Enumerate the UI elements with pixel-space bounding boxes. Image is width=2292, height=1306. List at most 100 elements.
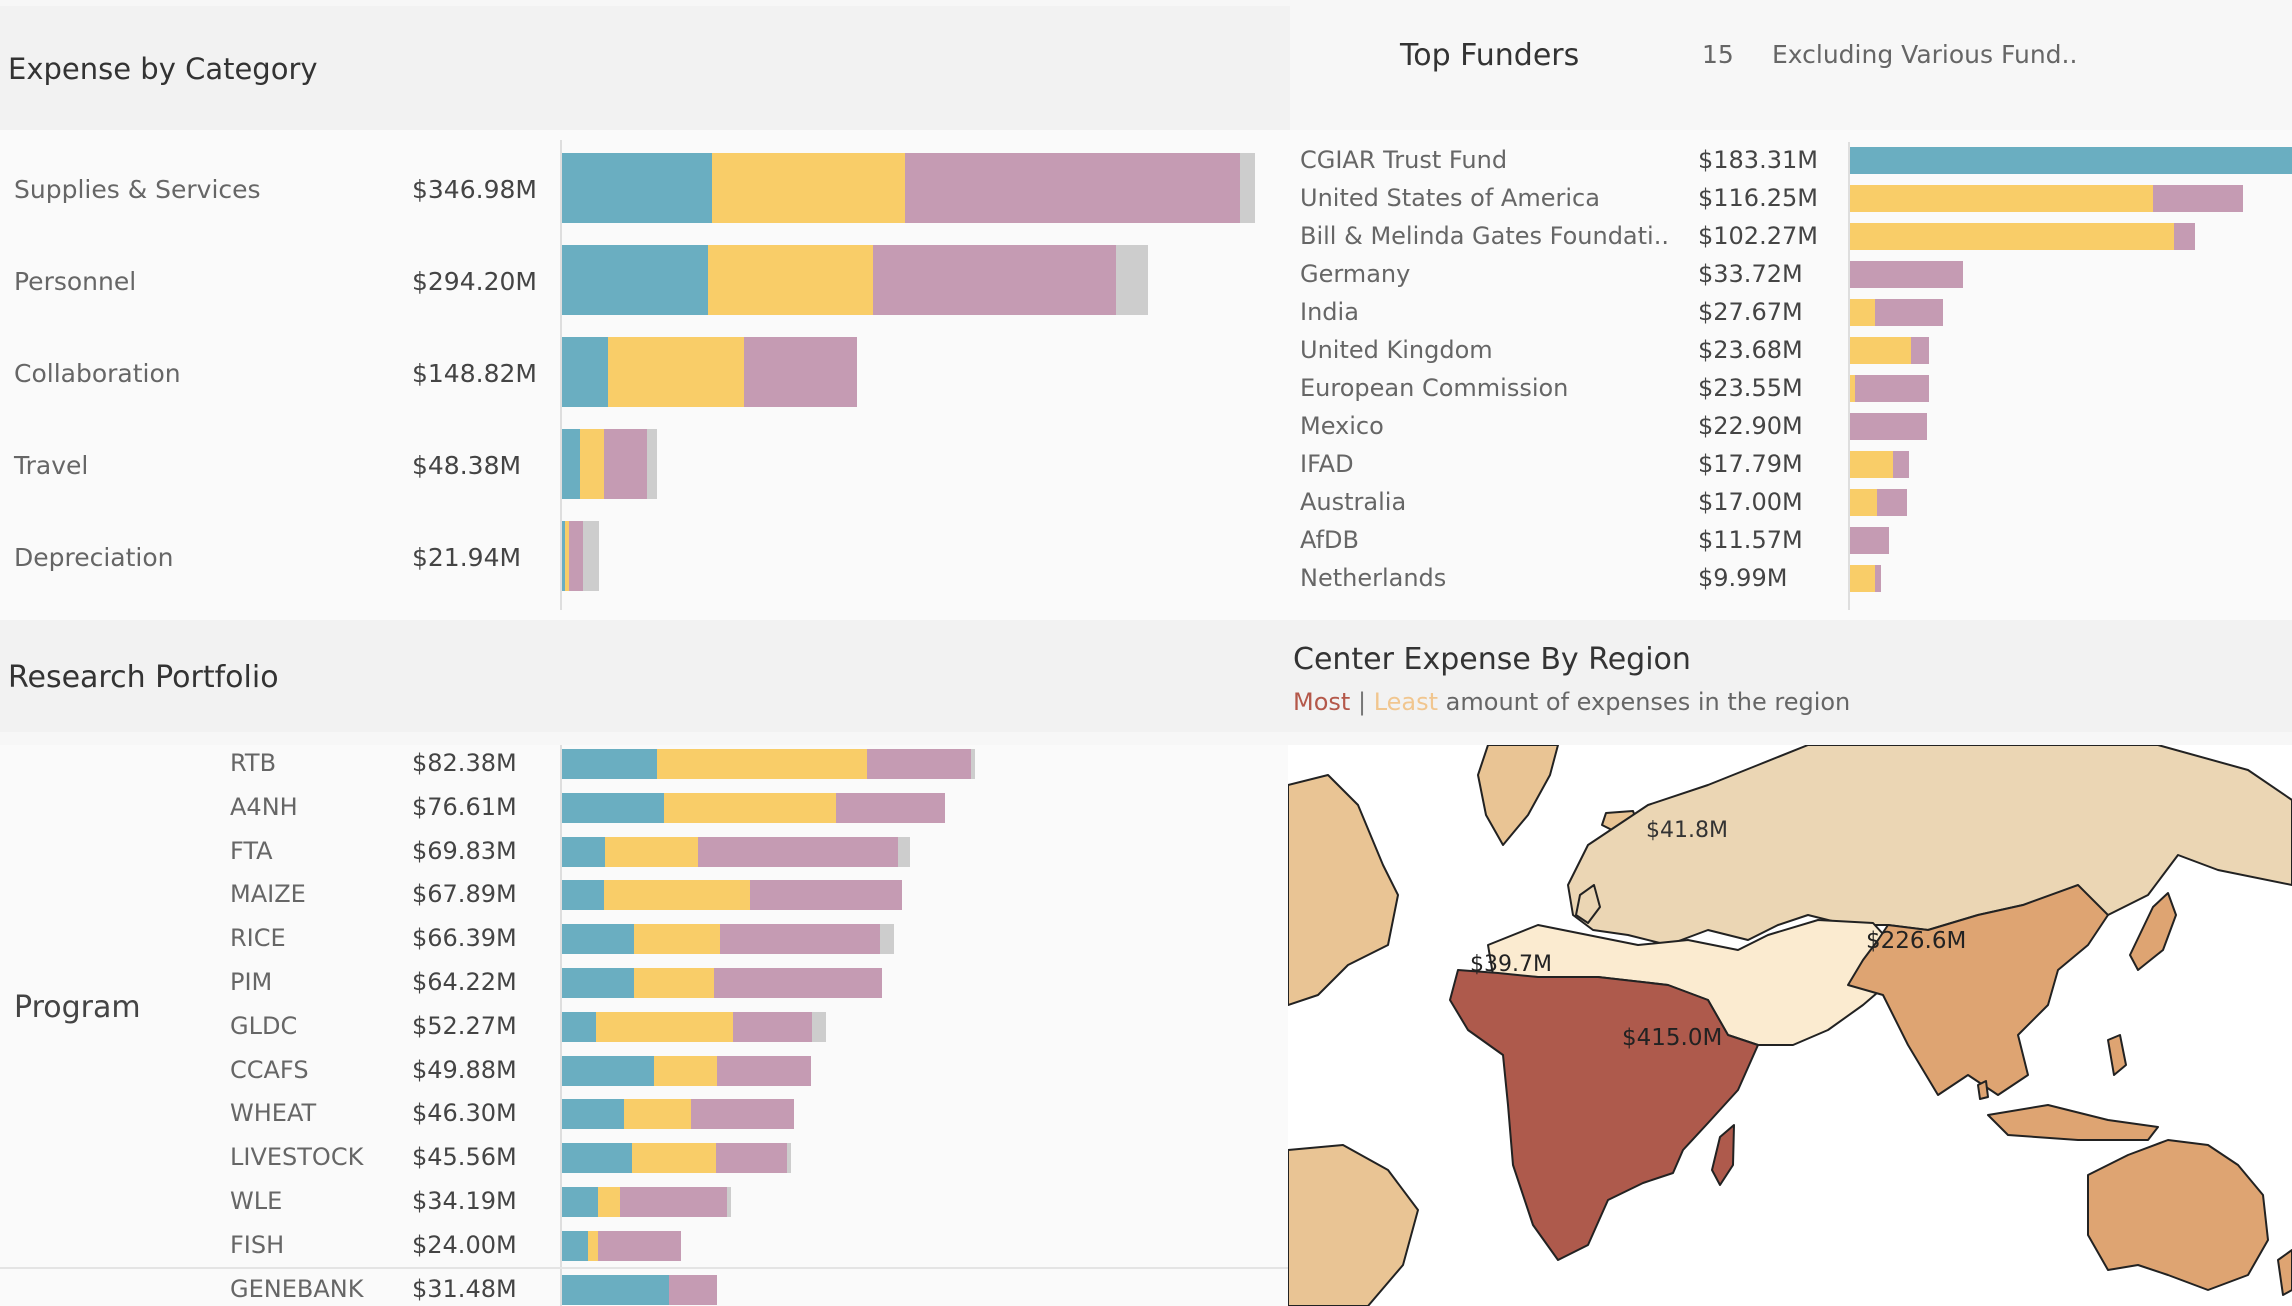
region-uk[interactable] bbox=[1575, 884, 1601, 924]
bar-segment[interactable] bbox=[562, 836, 605, 867]
bar-segment[interactable] bbox=[669, 1274, 717, 1305]
bar-segment[interactable] bbox=[905, 153, 1240, 223]
bar-segment[interactable] bbox=[691, 1099, 794, 1130]
bar-segment[interactable] bbox=[620, 1187, 727, 1217]
bar-segment[interactable] bbox=[787, 1143, 791, 1174]
bar-segment[interactable] bbox=[873, 245, 1116, 315]
bar-segment[interactable] bbox=[562, 1055, 654, 1086]
stacked-bar[interactable] bbox=[562, 924, 894, 955]
bar-segment[interactable] bbox=[562, 1274, 669, 1305]
bar-segment[interactable] bbox=[1240, 153, 1255, 223]
bar-segment[interactable] bbox=[1850, 337, 1911, 364]
bar-segment[interactable] bbox=[1850, 261, 1963, 288]
stacked-bar[interactable] bbox=[562, 337, 857, 407]
stacked-bar[interactable] bbox=[562, 1099, 794, 1130]
bar-segment[interactable] bbox=[750, 880, 902, 911]
stacked-bar[interactable] bbox=[562, 836, 910, 867]
bar-segment[interactable] bbox=[562, 337, 608, 407]
bar-segment[interactable] bbox=[898, 836, 910, 867]
bar-segment[interactable] bbox=[654, 1055, 717, 1086]
bar-segment[interactable] bbox=[605, 836, 698, 867]
stacked-bar[interactable] bbox=[562, 880, 902, 911]
bar-segment[interactable] bbox=[608, 337, 744, 407]
bar-segment[interactable] bbox=[1893, 451, 1909, 478]
bar-segment[interactable] bbox=[562, 880, 604, 911]
bar-segment[interactable] bbox=[2174, 223, 2195, 250]
region-sub-saharan-africa[interactable] bbox=[1449, 969, 1759, 1261]
bar-segment[interactable] bbox=[1116, 245, 1148, 315]
bar-segment[interactable] bbox=[714, 968, 882, 998]
stacked-bar[interactable] bbox=[1850, 223, 2195, 250]
region-greenland[interactable] bbox=[1477, 745, 1559, 846]
bar-segment[interactable] bbox=[562, 429, 580, 499]
stacked-bar[interactable] bbox=[562, 1230, 681, 1261]
region-south-america[interactable] bbox=[1288, 1144, 1419, 1306]
region-south-east-asia[interactable] bbox=[1847, 884, 2109, 1096]
bar-segment[interactable] bbox=[562, 1011, 596, 1042]
bar-segment[interactable] bbox=[1850, 489, 1877, 516]
bar-segment[interactable] bbox=[565, 521, 569, 591]
funders-count-param[interactable]: 15 bbox=[1702, 40, 1734, 69]
bar-segment[interactable] bbox=[588, 1230, 598, 1261]
stacked-bar[interactable] bbox=[562, 792, 945, 823]
bar-segment[interactable] bbox=[632, 1143, 716, 1174]
bar-segment[interactable] bbox=[562, 153, 712, 223]
stacked-bar[interactable] bbox=[1850, 147, 2292, 174]
bar-segment[interactable] bbox=[580, 429, 604, 499]
region-japan[interactable] bbox=[2129, 892, 2177, 971]
bar-segment[interactable] bbox=[716, 1143, 787, 1174]
bar-segment[interactable] bbox=[583, 521, 599, 591]
bar-segment[interactable] bbox=[562, 245, 708, 315]
bar-segment[interactable] bbox=[1850, 185, 2153, 212]
stacked-bar[interactable] bbox=[1850, 261, 1963, 288]
bar-segment[interactable] bbox=[1877, 489, 1907, 516]
stacked-bar[interactable] bbox=[562, 1274, 717, 1305]
bar-segment[interactable] bbox=[624, 1099, 691, 1130]
region-indonesia[interactable] bbox=[1987, 1104, 2159, 1141]
bar-segment[interactable] bbox=[647, 429, 657, 499]
funders-filter-param[interactable]: Excluding Various Fund.. bbox=[1772, 40, 2078, 69]
bar-segment[interactable] bbox=[1850, 299, 1875, 326]
bar-segment[interactable] bbox=[569, 521, 583, 591]
bar-segment[interactable] bbox=[836, 792, 945, 823]
stacked-bar[interactable] bbox=[562, 429, 657, 499]
stacked-bar[interactable] bbox=[1850, 337, 1929, 364]
bar-segment[interactable] bbox=[1850, 413, 1927, 440]
bar-segment[interactable] bbox=[1855, 375, 1929, 402]
bar-segment[interactable] bbox=[562, 792, 664, 823]
stacked-bar[interactable] bbox=[562, 245, 1148, 315]
stacked-bar[interactable] bbox=[1850, 527, 1889, 554]
bar-segment[interactable] bbox=[1911, 337, 1929, 364]
region-sri-lanka[interactable] bbox=[1977, 1080, 1989, 1100]
region-philippines[interactable] bbox=[2107, 1034, 2127, 1076]
bar-segment[interactable] bbox=[1850, 147, 2292, 174]
stacked-bar[interactable] bbox=[1850, 299, 1943, 326]
bar-segment[interactable] bbox=[664, 792, 836, 823]
bar-segment[interactable] bbox=[657, 749, 867, 779]
bar-segment[interactable] bbox=[708, 245, 873, 315]
bar-segment[interactable] bbox=[971, 749, 975, 779]
bar-segment[interactable] bbox=[880, 924, 894, 955]
bar-segment[interactable] bbox=[1850, 375, 1855, 402]
bar-segment[interactable] bbox=[562, 1143, 632, 1174]
region-madagascar[interactable] bbox=[1711, 1124, 1735, 1186]
stacked-bar[interactable] bbox=[562, 1055, 811, 1086]
bar-segment[interactable] bbox=[1875, 565, 1881, 592]
bar-segment[interactable] bbox=[598, 1230, 681, 1261]
stacked-bar[interactable] bbox=[562, 1143, 791, 1174]
bar-segment[interactable] bbox=[1850, 451, 1893, 478]
bar-segment[interactable] bbox=[634, 968, 714, 998]
bar-segment[interactable] bbox=[727, 1187, 731, 1217]
bar-segment[interactable] bbox=[596, 1011, 733, 1042]
stacked-bar[interactable] bbox=[1850, 451, 1909, 478]
bar-segment[interactable] bbox=[562, 968, 634, 998]
bar-segment[interactable] bbox=[733, 1011, 812, 1042]
bar-segment[interactable] bbox=[562, 749, 657, 779]
bar-segment[interactable] bbox=[744, 337, 857, 407]
bar-segment[interactable] bbox=[867, 749, 971, 779]
bar-segment[interactable] bbox=[562, 1099, 624, 1130]
stacked-bar[interactable] bbox=[562, 521, 599, 591]
bar-segment[interactable] bbox=[1850, 223, 2174, 250]
bar-segment[interactable] bbox=[1850, 565, 1875, 592]
region-new-zealand[interactable] bbox=[2277, 1249, 2292, 1296]
